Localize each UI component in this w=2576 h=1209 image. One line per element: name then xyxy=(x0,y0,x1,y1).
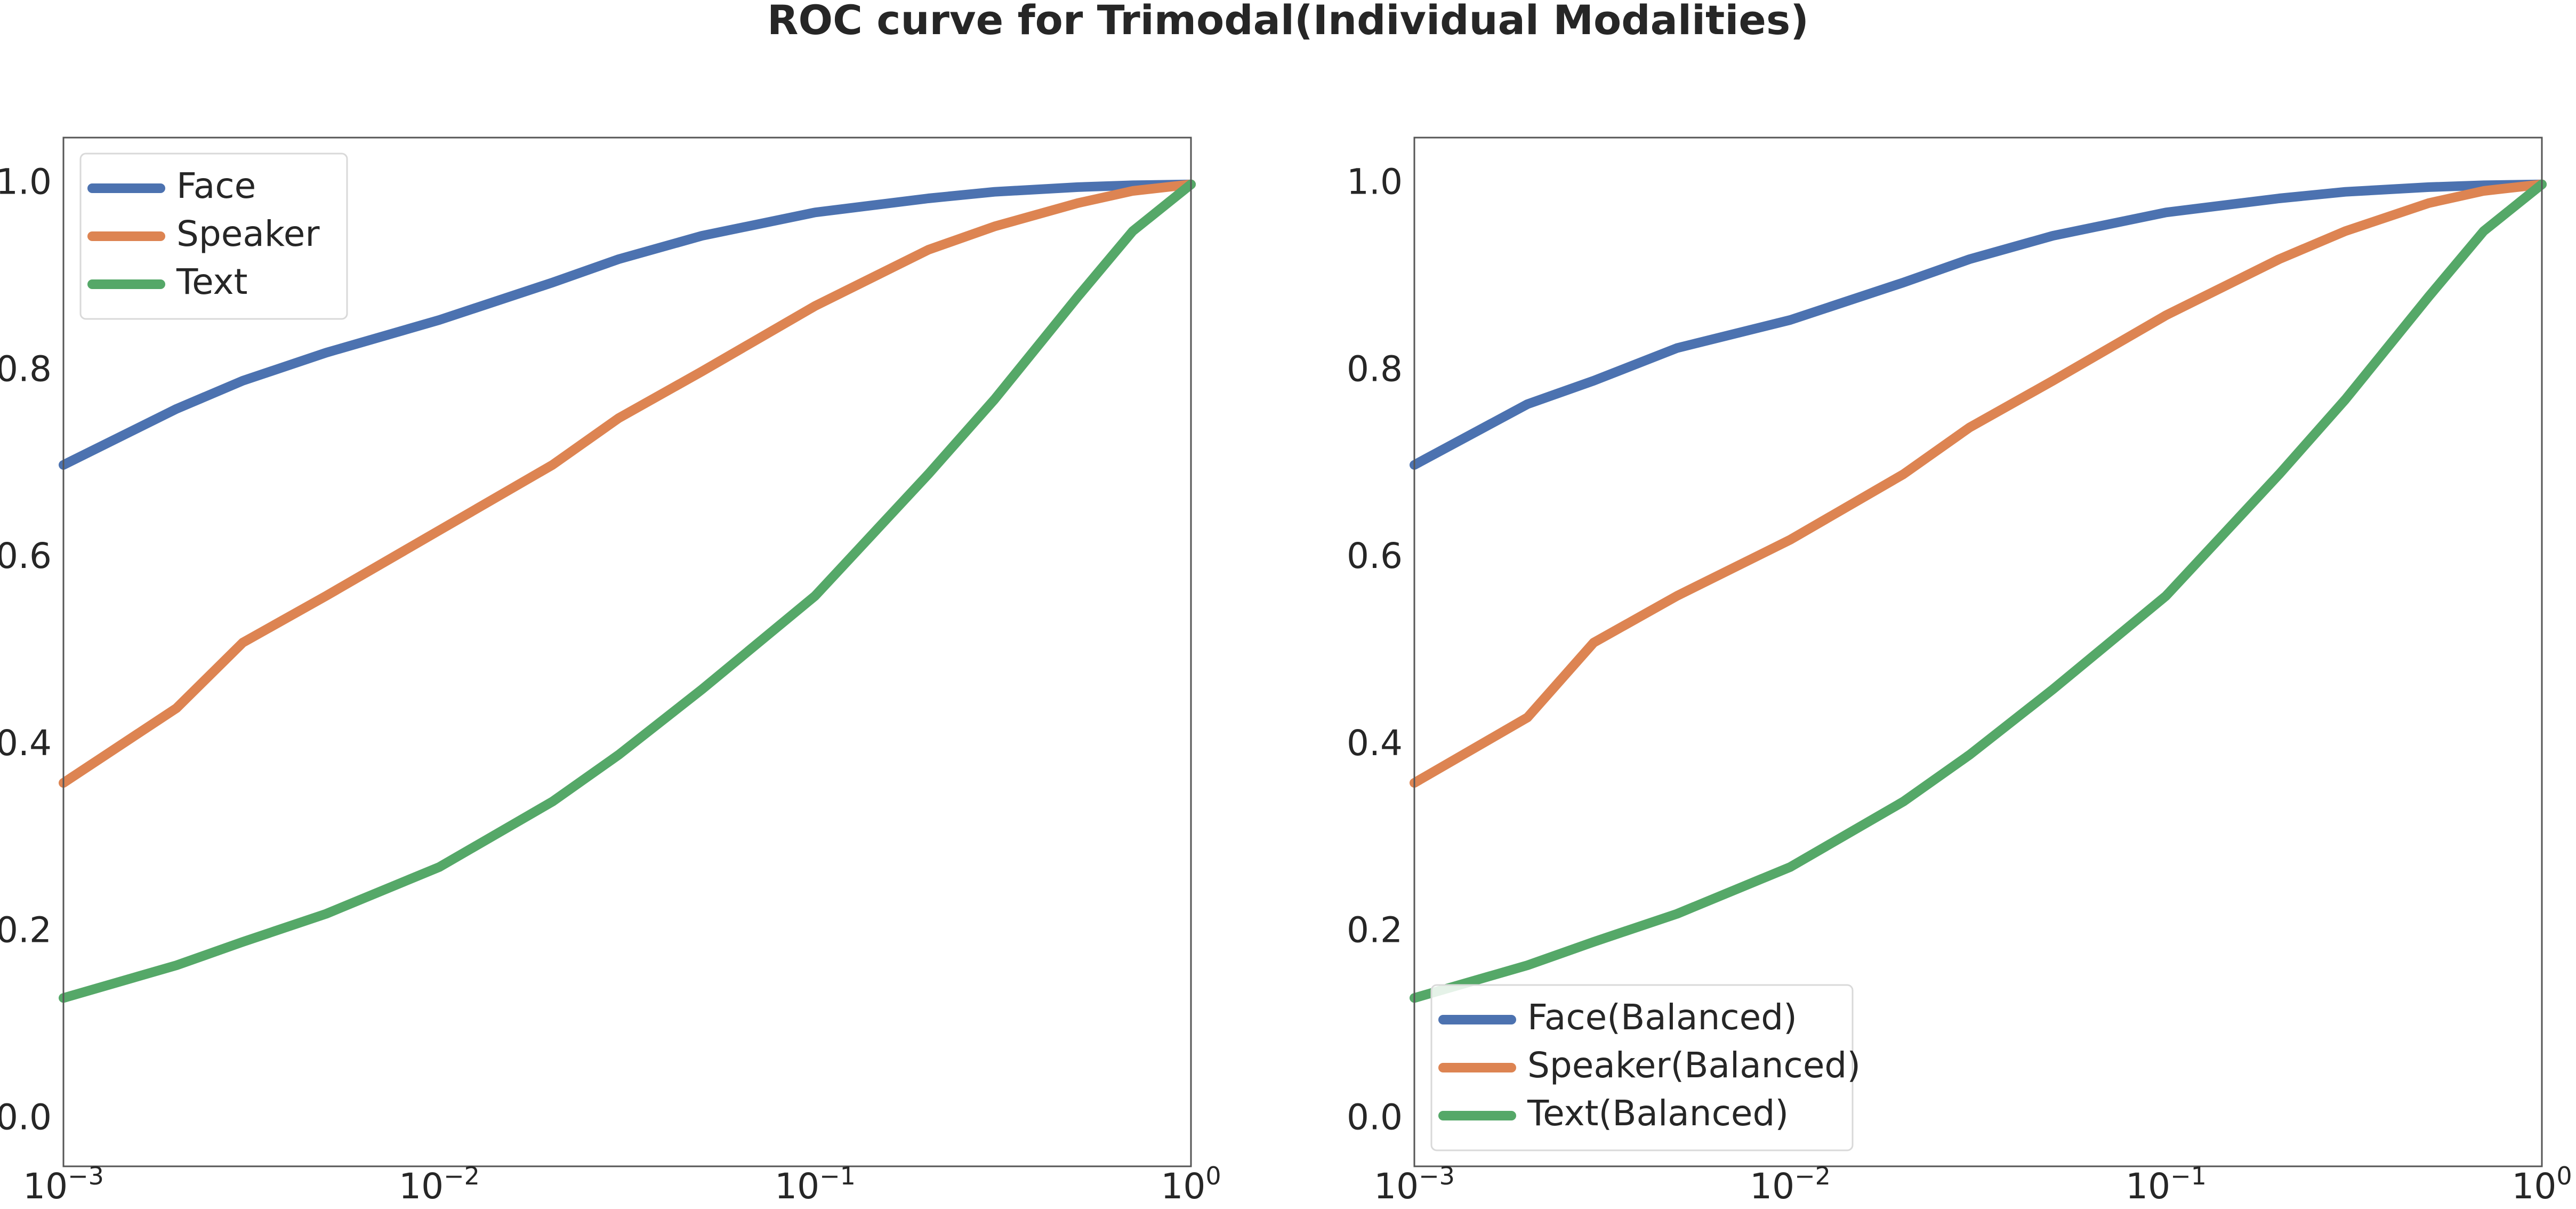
legend-box xyxy=(79,153,348,320)
y-tick-label: 1.0 xyxy=(0,162,52,203)
x-tick-label: 10−1 xyxy=(775,1162,856,1207)
legend-label: Speaker xyxy=(176,213,320,254)
series-line-text xyxy=(59,179,1196,1003)
legend: Face(Balanced) Speaker(Balanced) Text(Bala… xyxy=(1430,984,1861,1151)
series-line-speaker xyxy=(59,179,1196,788)
axes-frame xyxy=(62,137,1192,1167)
figure-title: ROC curve for Trimodal(Individual Modali… xyxy=(767,0,1809,44)
series-line-text-balanced xyxy=(1410,179,2547,1003)
legend-box xyxy=(1430,984,1854,1151)
x-tick-label: 10−1 xyxy=(2126,1162,2207,1207)
series-line-face xyxy=(59,179,1196,470)
legend-label: Text xyxy=(176,261,247,302)
x-tick-label: 10−3 xyxy=(23,1162,104,1207)
legend: Face Speaker Text xyxy=(79,153,348,320)
y-tick-label: 1.0 xyxy=(1347,162,1403,203)
y-tick-label: 0.2 xyxy=(0,910,52,951)
series-line-face-balanced xyxy=(1410,179,2547,470)
y-tick-label: 0.6 xyxy=(1347,535,1403,577)
y-tick-label: 0.4 xyxy=(1347,723,1403,764)
x-tick-label: 10−2 xyxy=(399,1162,480,1207)
legend-label: Text(Balanced) xyxy=(1527,1093,1789,1134)
y-tick-label: 0.2 xyxy=(1347,910,1403,951)
legend-label: Face xyxy=(176,165,256,206)
y-tick-label: 0.0 xyxy=(0,1096,52,1138)
y-tick-label: 0.8 xyxy=(1347,348,1403,389)
y-tick-label: 0.4 xyxy=(0,723,52,764)
y-tick-label: 0.6 xyxy=(0,535,52,577)
axes-frame xyxy=(1413,137,2543,1167)
legend-label: Speaker(Balanced) xyxy=(1527,1045,1861,1086)
x-tick-label: 10−3 xyxy=(1374,1162,1455,1207)
series-line-speaker-balanced xyxy=(1410,179,2547,788)
chart-panel-1: 0.0 0.2 0.4 0.6 0.8 1.0 10−3 10−2 10−1 100 Face Spe… xyxy=(0,137,1221,1207)
y-tick-label: 0.0 xyxy=(1347,1096,1403,1138)
x-tick-label: 100 xyxy=(1161,1162,1221,1207)
legend-label: Face(Balanced) xyxy=(1527,997,1797,1038)
y-tick-label: 0.8 xyxy=(0,348,52,389)
x-tick-label: 10−2 xyxy=(1750,1162,1831,1207)
chart-panel-2: 0.0 0.2 0.4 0.6 0.8 1.0 10−3 10−2 10−1 100 Face(Ba… xyxy=(1347,137,2572,1207)
x-tick-label: 100 xyxy=(2511,1162,2572,1207)
